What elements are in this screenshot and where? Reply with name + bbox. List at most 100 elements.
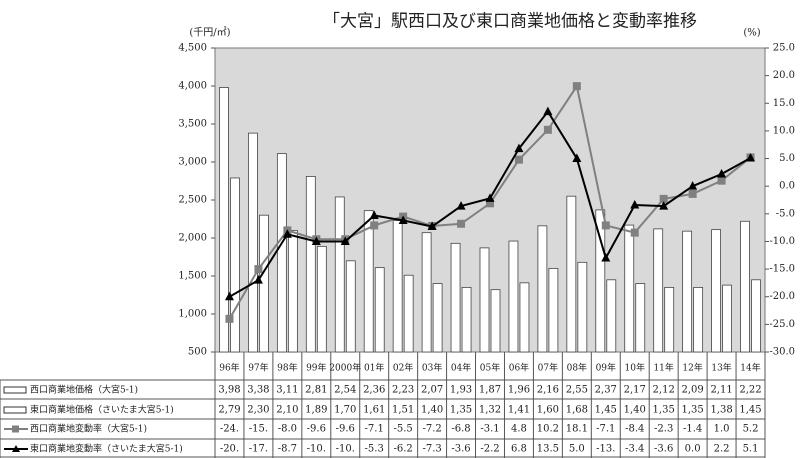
bar bbox=[548, 267, 559, 353]
table-cell: -5.5 bbox=[394, 424, 413, 435]
table-cell: 1,41 bbox=[508, 405, 530, 416]
bar bbox=[479, 247, 490, 353]
table-cell: -9.6 bbox=[336, 424, 355, 435]
bar bbox=[432, 283, 443, 353]
table-cell: 2,17 bbox=[624, 385, 646, 396]
table-cell: 1,40 bbox=[421, 405, 443, 416]
x-tick-label: 07年 bbox=[538, 362, 558, 374]
x-tick-label: 09年 bbox=[596, 362, 616, 374]
y2-axis-label: (%) bbox=[743, 28, 760, 39]
table-cell: 5.1 bbox=[743, 444, 759, 455]
table-cell: -3.1 bbox=[480, 424, 499, 435]
legend-marker bbox=[12, 425, 19, 433]
table-cell: 1,87 bbox=[479, 385, 501, 396]
table-cell: 1,93 bbox=[450, 385, 472, 396]
y2-tick-label: 25.0 bbox=[773, 43, 795, 54]
bar bbox=[421, 232, 432, 353]
bar bbox=[664, 286, 675, 353]
point bbox=[746, 152, 756, 162]
point bbox=[514, 155, 523, 164]
x-tick-label: 97年 bbox=[248, 362, 268, 374]
table-cell: -3.4 bbox=[625, 444, 644, 455]
y-tick-label: 3,000 bbox=[178, 157, 207, 168]
table-cell: -8.7 bbox=[278, 444, 297, 455]
x-tick-label: 13年 bbox=[711, 362, 731, 374]
bar bbox=[230, 177, 240, 353]
point bbox=[659, 201, 669, 210]
bar bbox=[461, 286, 472, 353]
bar bbox=[566, 195, 577, 353]
bar bbox=[345, 260, 356, 353]
chart-title: 「大宮」駅西口及び東口商業地価格と変動率推移 bbox=[323, 12, 697, 32]
y2-tick-label: -15.0 bbox=[769, 264, 795, 275]
x-tick-label: 2000年 bbox=[329, 362, 361, 374]
x-tick-label: 04年 bbox=[451, 362, 471, 374]
x-tick-label: 99年 bbox=[306, 362, 326, 374]
table-cell: -24. bbox=[220, 424, 239, 435]
bar bbox=[248, 132, 258, 353]
table-cell: 2.2 bbox=[714, 444, 730, 455]
bar bbox=[740, 220, 750, 353]
table-cell: -13. bbox=[596, 444, 615, 455]
point bbox=[601, 221, 610, 230]
table-cell: 1,68 bbox=[566, 405, 588, 416]
point bbox=[254, 265, 263, 274]
table-cell: 2,79 bbox=[218, 405, 240, 416]
table-cell: -8.0 bbox=[278, 424, 297, 435]
legend-label: 西口商業地価格（大宮5-1) bbox=[30, 384, 138, 396]
bar bbox=[374, 267, 385, 353]
bar bbox=[682, 230, 693, 353]
point bbox=[282, 229, 292, 238]
y2-tick-label: -30.0 bbox=[769, 347, 795, 358]
table-cell: 1,35 bbox=[653, 405, 675, 416]
bar bbox=[392, 220, 403, 353]
y-tick-label: 1,000 bbox=[178, 309, 207, 320]
y2-tick-label: -20.0 bbox=[769, 291, 795, 302]
table-cell: -1.4 bbox=[683, 424, 702, 435]
y-tick-label: 500 bbox=[188, 347, 207, 358]
table-cell: 3,98 bbox=[218, 385, 240, 396]
table-cell: -5.3 bbox=[365, 444, 384, 455]
table-cell: 2,37 bbox=[595, 385, 617, 396]
table-cell: -10. bbox=[336, 444, 355, 455]
bar bbox=[403, 274, 414, 353]
table-cell: 1.0 bbox=[714, 424, 730, 435]
table-cell: 18.1 bbox=[566, 424, 588, 435]
table-cell: 2,30 bbox=[247, 405, 269, 416]
table-cell: 10.2 bbox=[537, 424, 559, 435]
table-cell: 4.8 bbox=[511, 424, 527, 435]
table-cell: 1,51 bbox=[392, 405, 414, 416]
table-cell: 2,23 bbox=[392, 385, 414, 396]
y-tick-label: 2,500 bbox=[178, 195, 207, 206]
bar bbox=[508, 240, 519, 353]
point bbox=[225, 314, 234, 323]
point bbox=[456, 201, 466, 210]
point bbox=[224, 291, 234, 301]
table-cell: -2.2 bbox=[480, 444, 499, 455]
bar bbox=[316, 245, 327, 353]
y-tick-label: 4,000 bbox=[178, 81, 207, 92]
point bbox=[572, 153, 582, 163]
point bbox=[427, 221, 437, 231]
bar bbox=[711, 229, 721, 353]
table-cell: -3.6 bbox=[654, 444, 673, 455]
table-cell: 1,60 bbox=[537, 405, 559, 416]
table-cell: 2,81 bbox=[305, 385, 327, 396]
table-cell: 1,32 bbox=[479, 405, 501, 416]
point bbox=[514, 143, 524, 153]
table-cell: 6.8 bbox=[511, 444, 527, 455]
table-cell: -17. bbox=[249, 444, 268, 455]
table-cell: 2,22 bbox=[739, 385, 761, 396]
y2-tick-label: -5.0 bbox=[776, 208, 795, 219]
table-cell: -3.6 bbox=[451, 444, 470, 455]
point bbox=[543, 106, 553, 116]
bar bbox=[722, 284, 732, 353]
point bbox=[369, 210, 379, 219]
table-cell: 2,54 bbox=[334, 385, 356, 396]
point bbox=[486, 199, 494, 208]
table-cell: 13.5 bbox=[537, 444, 559, 455]
bar bbox=[577, 261, 588, 353]
table-cell: 2,36 bbox=[363, 385, 385, 396]
point bbox=[630, 199, 640, 209]
